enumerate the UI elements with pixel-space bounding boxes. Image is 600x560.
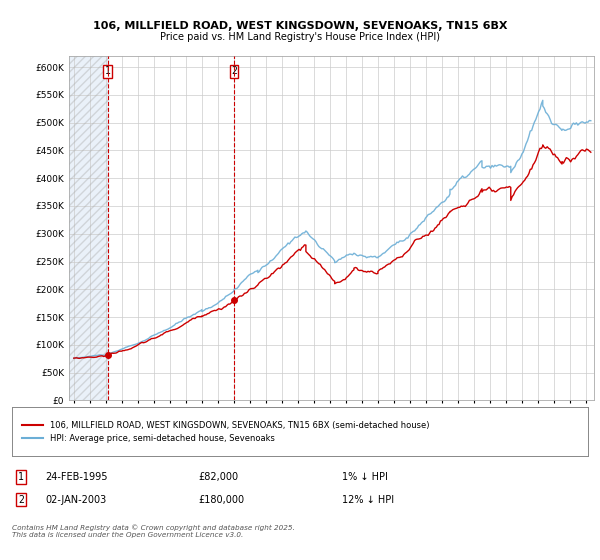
Bar (69, 56, 108, 400)
Text: 1: 1 (105, 67, 111, 77)
Text: Contains HM Land Registry data © Crown copyright and database right 2025.
This d: Contains HM Land Registry data © Crown c… (12, 524, 295, 538)
Text: 1: 1 (18, 472, 24, 482)
Text: 106, MILLFIELD ROAD, WEST KINGSDOWN, SEVENOAKS, TN15 6BX: 106, MILLFIELD ROAD, WEST KINGSDOWN, SEV… (93, 21, 507, 31)
Text: 12% ↓ HPI: 12% ↓ HPI (342, 494, 394, 505)
Text: 1% ↓ HPI: 1% ↓ HPI (342, 472, 388, 482)
Bar (69, 56, 108, 400)
Text: £180,000: £180,000 (198, 494, 244, 505)
Legend: 106, MILLFIELD ROAD, WEST KINGSDOWN, SEVENOAKS, TN15 6BX (semi-detached house), : 106, MILLFIELD ROAD, WEST KINGSDOWN, SEV… (19, 417, 433, 446)
Text: 2: 2 (18, 494, 24, 505)
Text: 2: 2 (231, 67, 237, 77)
Text: Price paid vs. HM Land Registry's House Price Index (HPI): Price paid vs. HM Land Registry's House … (160, 32, 440, 43)
Text: 24-FEB-1995: 24-FEB-1995 (45, 472, 107, 482)
Text: £82,000: £82,000 (198, 472, 238, 482)
Text: 02-JAN-2003: 02-JAN-2003 (45, 494, 106, 505)
